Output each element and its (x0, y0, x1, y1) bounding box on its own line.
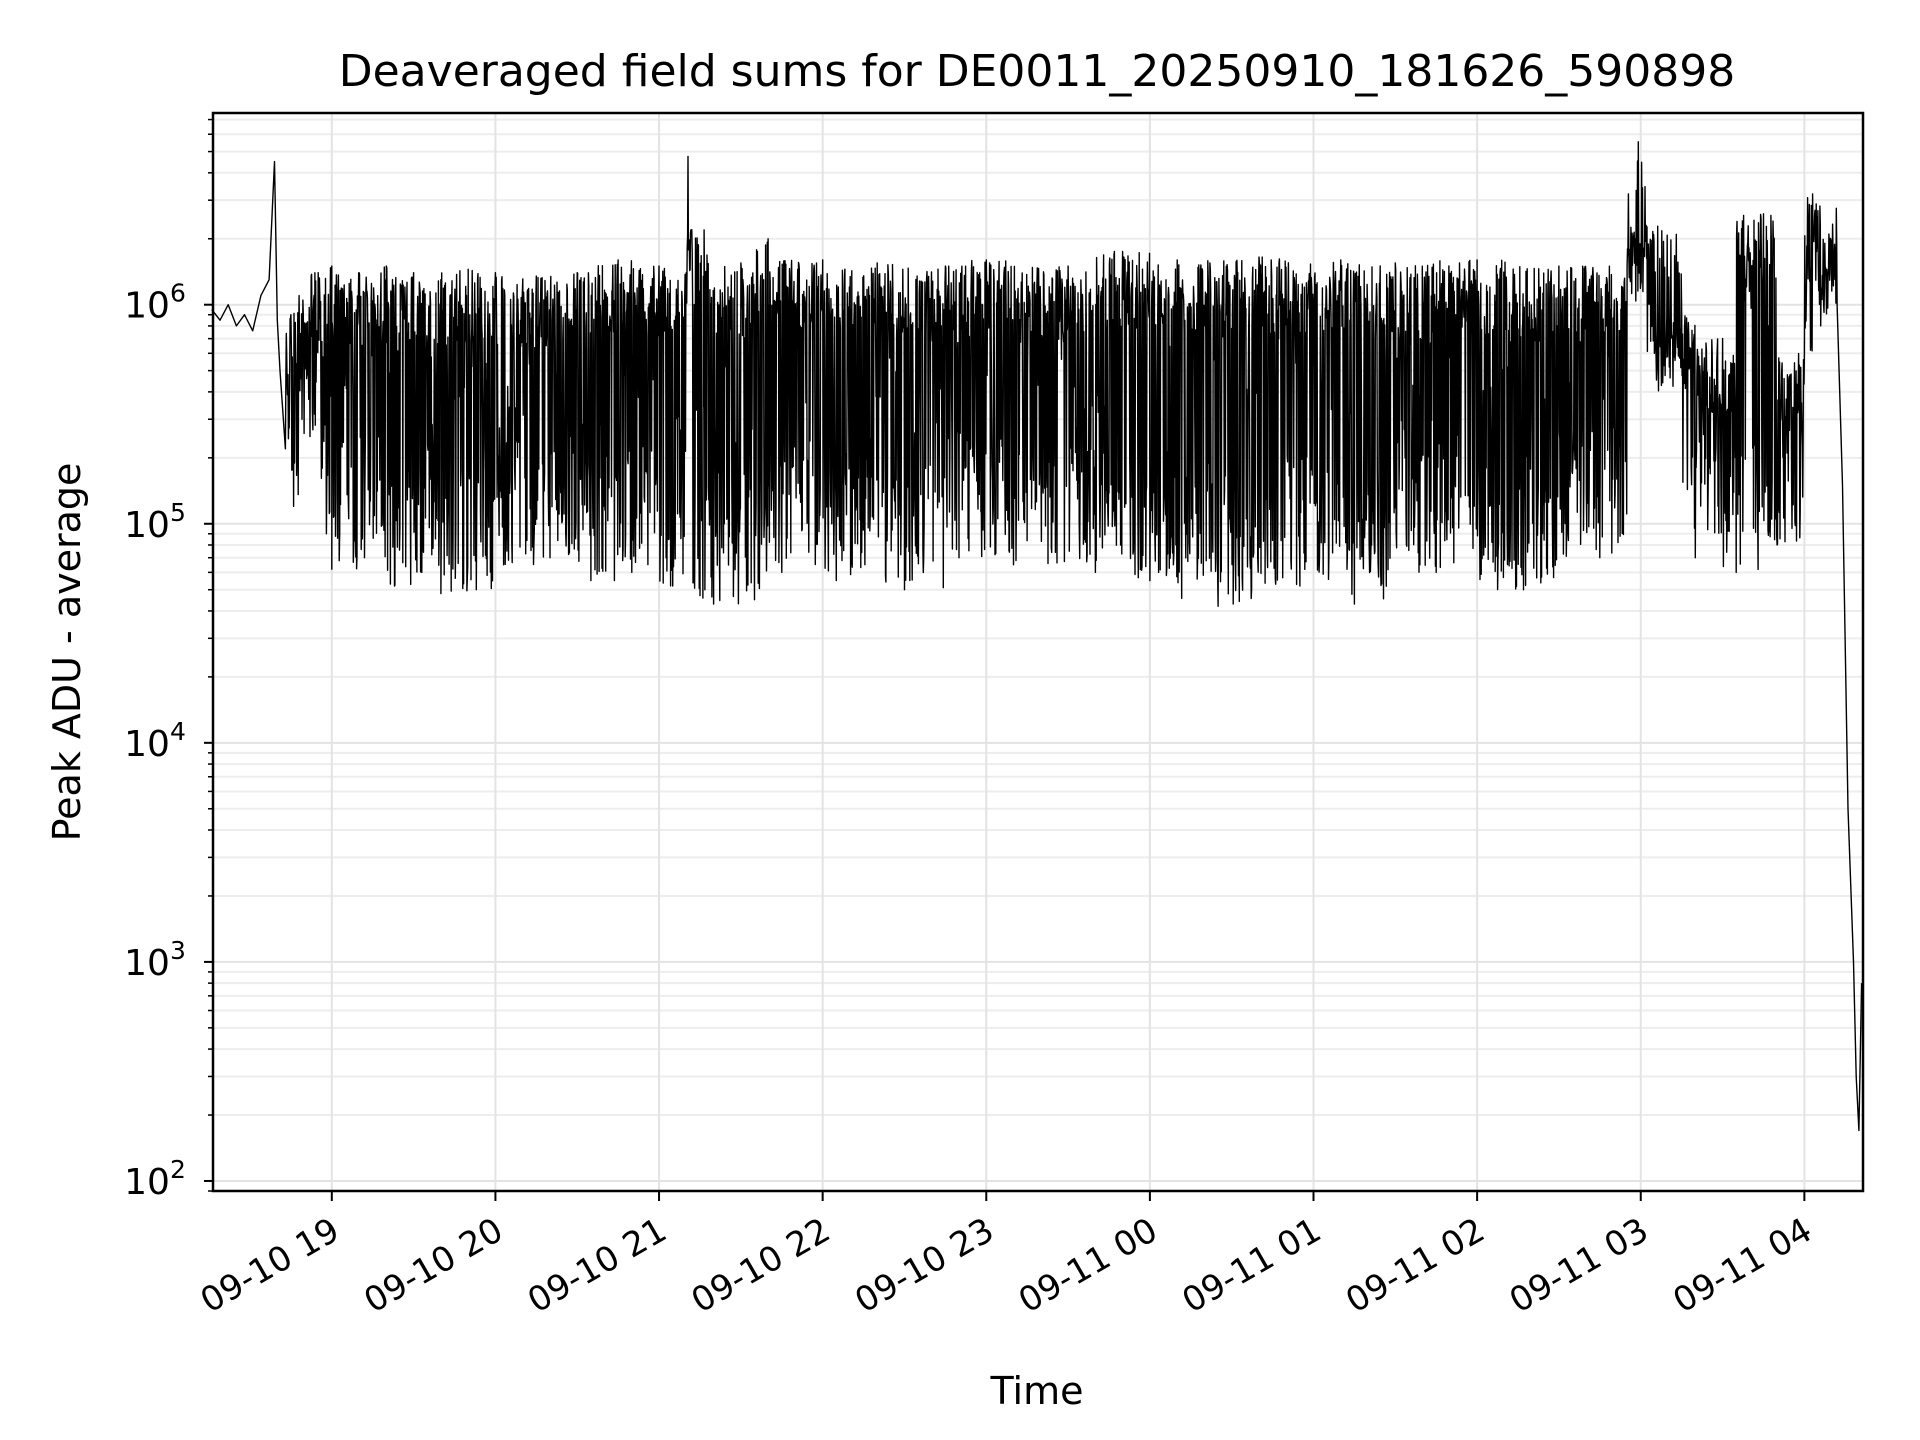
y-tick-exponent: 6 (170, 279, 186, 308)
y-tick-label: 106 (124, 279, 186, 327)
y-tick-base: 10 (124, 1162, 170, 1203)
series-line (211, 141, 1863, 1132)
chart-title: Deaveraged field sums for DE0011_2025091… (339, 46, 1736, 97)
x-tick-label: 09-10 23 (848, 1210, 1000, 1321)
y-tick-label: 104 (124, 717, 186, 765)
x-tick-label: 09-11 04 (1666, 1210, 1818, 1321)
y-tick-exponent: 5 (170, 498, 186, 527)
y-tick-exponent: 2 (170, 1155, 186, 1184)
x-tick-label: 09-11 01 (1176, 1210, 1328, 1321)
y-tick-label: 102 (124, 1155, 186, 1203)
y-tick-label: 103 (124, 936, 186, 984)
x-tick-label: 09-11 00 (1012, 1210, 1164, 1321)
y-tick-exponent: 3 (170, 936, 186, 965)
y-tick-exponent: 4 (170, 717, 186, 746)
y-tick-base: 10 (124, 943, 170, 984)
x-tick-label: 09-11 02 (1339, 1210, 1491, 1321)
y-tick-label: 105 (124, 498, 186, 546)
x-tick-label: 09-10 19 (194, 1210, 346, 1321)
x-tick-label: 09-10 22 (685, 1210, 837, 1321)
x-tick-label: 09-10 21 (521, 1210, 673, 1321)
x-tick-label: 09-11 03 (1503, 1210, 1655, 1321)
plot-frame (211, 111, 1865, 1193)
x-axis: 09-10 19 09-10 20 09-10 21 09-10 22 09-10 23… (194, 1191, 1819, 1321)
y-tick-base: 10 (124, 724, 170, 765)
plot-area (211, 141, 1863, 1132)
x-axis-label: Time (990, 1369, 1084, 1413)
y-tick-base: 10 (124, 286, 170, 327)
x-tick-label: 09-10 20 (358, 1210, 510, 1321)
y-axis-label: Peak ADU - average (45, 463, 89, 842)
grid-lines (213, 113, 1863, 1192)
y-tick-base: 10 (124, 505, 170, 546)
